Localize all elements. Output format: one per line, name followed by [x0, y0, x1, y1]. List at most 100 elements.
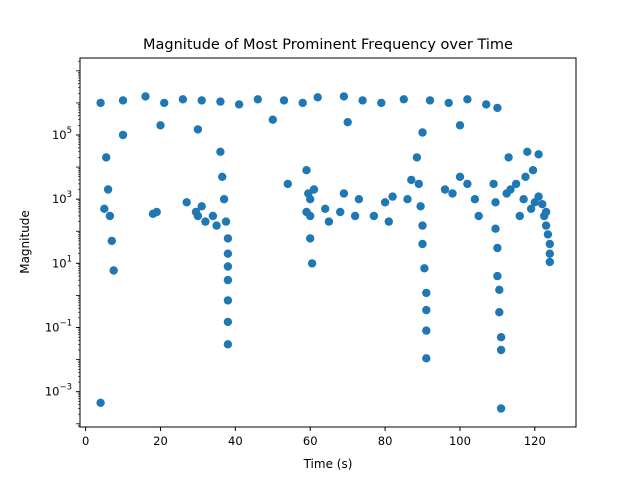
data-point-90 [160, 98, 169, 108]
data-point-7 [223, 275, 233, 285]
data-point-103 [425, 96, 435, 105]
data-point-24 [496, 333, 506, 342]
x-tick-label-2: 40 [228, 434, 243, 448]
data-point-75 [519, 195, 528, 204]
data-point-108 [504, 153, 513, 162]
data-point-68 [440, 185, 450, 194]
data-point-69 [448, 189, 457, 198]
data-point-36 [302, 166, 311, 175]
data-point-96 [279, 96, 289, 105]
data-point-44 [152, 207, 161, 217]
data-point-89 [141, 92, 150, 101]
data-point-72 [463, 179, 472, 189]
data-point-61 [354, 195, 364, 204]
data-point-11 [221, 217, 231, 226]
data-point-98 [313, 93, 322, 102]
data-point-39 [105, 211, 115, 221]
data-point-14 [216, 147, 225, 156]
data-point-23 [412, 153, 422, 162]
data-point-70 [470, 195, 480, 204]
data-point-33 [306, 234, 315, 243]
data-point-102 [399, 95, 408, 104]
data-point-73 [455, 172, 465, 181]
data-point-58 [336, 207, 345, 217]
y-axis: 105 103 101 10−1 10−3 [45, 60, 80, 428]
data-point-32 [307, 259, 317, 268]
data-point-95 [253, 95, 262, 104]
data-point-113 [193, 125, 203, 134]
data-point-31 [489, 179, 498, 189]
data-point-50 [208, 211, 218, 221]
x-tick-label-0: 0 [82, 434, 89, 448]
data-point-117 [455, 121, 465, 130]
data-point-106 [482, 100, 491, 109]
data-point-111 [118, 130, 128, 140]
x-tick-label-3: 60 [303, 434, 318, 448]
data-point-56 [321, 204, 330, 213]
data-point-114 [268, 115, 277, 124]
data-point-97 [298, 98, 307, 108]
data-point-62 [369, 211, 379, 221]
data-point-93 [216, 97, 225, 106]
data-point-119 [521, 172, 530, 181]
data-point-1 [496, 404, 506, 413]
data-point-116 [418, 128, 427, 137]
data-point-100 [358, 96, 367, 105]
data-point-120 [528, 166, 538, 175]
data-point-86 [541, 207, 551, 217]
data-point-112 [156, 121, 165, 130]
data-point-5 [223, 317, 233, 327]
x-tick-label-1: 20 [153, 434, 168, 448]
data-point-19 [418, 239, 427, 249]
y-tick-label-0: 105 [52, 126, 72, 142]
data-point-79 [538, 200, 547, 209]
data-point-109 [523, 147, 532, 156]
data-point-6 [223, 296, 233, 305]
data-point-76 [526, 204, 536, 213]
data-point-9 [223, 249, 233, 258]
data-point-42 [100, 204, 109, 213]
y-tick-label-2: 101 [52, 254, 72, 270]
data-point-29 [491, 224, 500, 233]
data-point-52 [283, 179, 292, 189]
data-point-10 [223, 234, 233, 243]
data-point-122 [502, 189, 511, 198]
data-point-115 [343, 118, 352, 127]
data-point-18 [420, 264, 429, 273]
data-point-118 [511, 179, 521, 189]
data-point-66 [403, 195, 412, 204]
data-point-87 [96, 98, 105, 108]
data-point-22 [414, 179, 423, 189]
data-point-25 [495, 308, 504, 317]
data-point-99 [339, 92, 349, 101]
data-point-78 [534, 192, 543, 201]
data-point-26 [495, 285, 504, 294]
data-point-60 [350, 211, 360, 221]
data-point-83 [545, 239, 554, 249]
data-point-54 [306, 195, 315, 204]
data-point-55 [309, 185, 319, 194]
data-point-67 [407, 175, 416, 185]
data-point-28 [493, 243, 502, 253]
data-point-91 [178, 95, 188, 104]
data-point-48 [197, 202, 206, 211]
data-point-84 [545, 249, 554, 258]
x-axis: 0 20 40 60 80 100 120 [82, 427, 546, 448]
data-point-51 [212, 221, 221, 230]
data-point-2 [223, 340, 233, 349]
data-point-37 [109, 266, 118, 275]
data-point-92 [197, 96, 206, 105]
y-tick-label-4: 10−3 [45, 383, 72, 399]
data-point-47 [193, 211, 203, 221]
data-point-20 [418, 221, 427, 230]
data-point-65 [388, 192, 397, 201]
data-point-74 [515, 211, 524, 221]
data-point-105 [463, 95, 472, 104]
data-point-53 [302, 207, 311, 217]
data-point-104 [444, 98, 453, 108]
x-tick-label-4: 80 [378, 434, 393, 448]
x-tick-label-5: 100 [449, 434, 471, 448]
data-point-71 [474, 211, 483, 221]
y-axis-label: Magnitude [18, 210, 32, 274]
